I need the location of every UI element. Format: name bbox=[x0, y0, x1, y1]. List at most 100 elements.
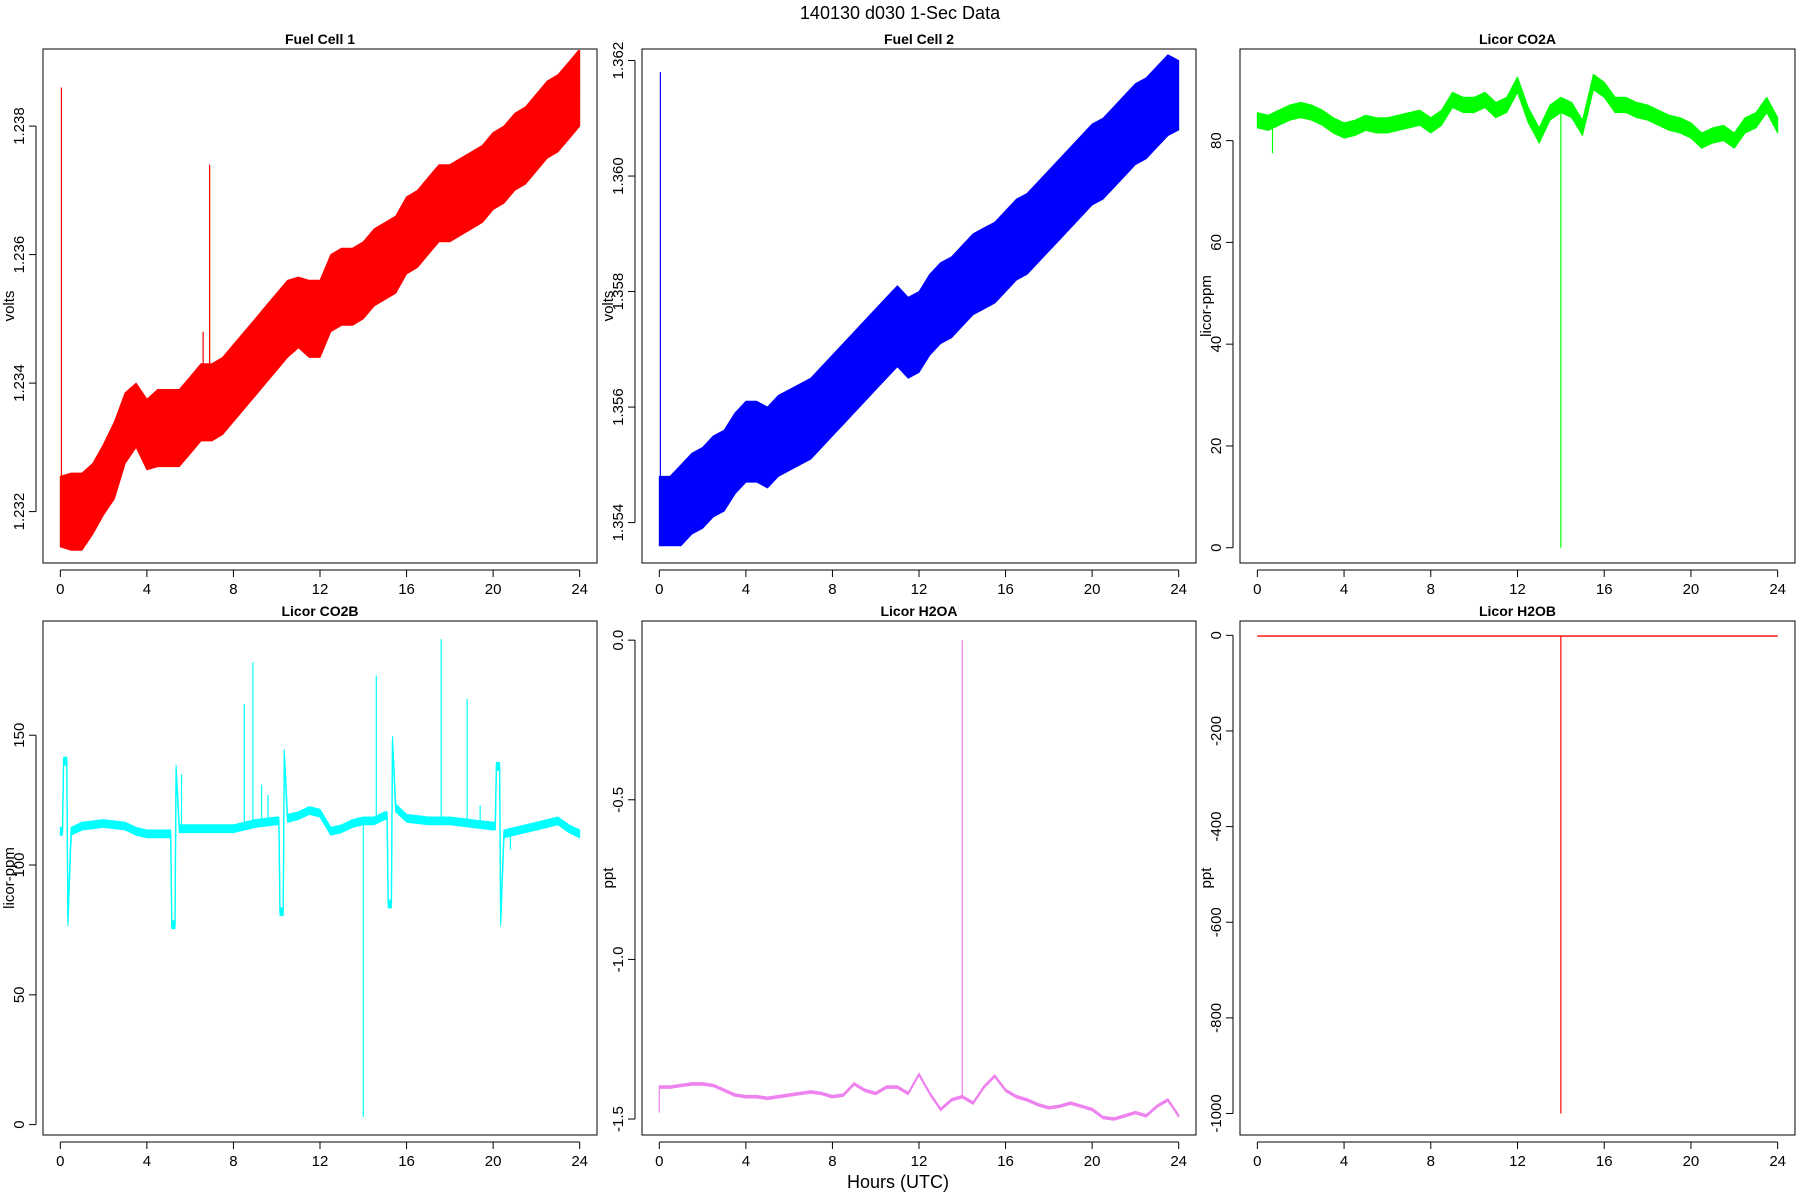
panel-title: Licor CO2A bbox=[1479, 31, 1556, 47]
x-tick-label: 8 bbox=[1427, 1153, 1435, 1170]
x-tick-label: 20 bbox=[485, 581, 502, 598]
series-band bbox=[658, 54, 1180, 547]
chart-panel-4: Licor CO2B licor-ppm 0 4 8 12 16 20 24 0 50 100 150 bbox=[1, 603, 598, 1170]
figure-title: 140130 d030 1-Sec Data bbox=[800, 3, 1001, 23]
y-tick-label: 1.236 bbox=[11, 236, 28, 274]
x-tick-label: 24 bbox=[571, 1153, 588, 1170]
y-tick-label: -600 bbox=[1208, 907, 1225, 937]
x-tick-label: 8 bbox=[828, 1153, 836, 1170]
plot-frame bbox=[641, 48, 1197, 564]
chart-panel-3: Licor CO2A licor-ppm 0 4 8 12 16 20 24 0 20 40 60 80 bbox=[1198, 31, 1796, 598]
x-tick-label: 16 bbox=[997, 581, 1014, 598]
panels: Fuel Cell 1 volts 0 4 8 12 16 20 24 1.232 1.234 1.2… bbox=[1, 31, 1796, 1170]
x-tick-label: 12 bbox=[911, 581, 928, 598]
chart-panel-1: Fuel Cell 1 volts 0 4 8 12 16 20 24 1.232 1.234 1.2… bbox=[1, 31, 598, 598]
x-tick-label: 4 bbox=[1340, 1153, 1348, 1170]
x-tick-label: 12 bbox=[911, 1153, 928, 1170]
plot-area bbox=[1257, 635, 1778, 1114]
x-tick-label: 16 bbox=[1596, 1153, 1613, 1170]
y-tick-label: -400 bbox=[1208, 812, 1225, 842]
x-tick-label: 24 bbox=[571, 581, 588, 598]
y-tick-label: 1.234 bbox=[11, 364, 28, 402]
x-tick-label: 8 bbox=[229, 1153, 237, 1170]
y-tick-label: 50 bbox=[11, 986, 28, 1003]
series-line bbox=[659, 1072, 1180, 1120]
x-tick-label: 20 bbox=[1683, 581, 1700, 598]
y-axis-label: licor-ppm bbox=[1, 847, 18, 909]
series-band bbox=[1256, 73, 1779, 149]
panel-title: Fuel Cell 1 bbox=[285, 31, 355, 47]
y-tick-label: 1.362 bbox=[610, 42, 627, 80]
x-tick-label: 0 bbox=[1253, 581, 1261, 598]
y-tick-label: 80 bbox=[1208, 132, 1225, 149]
y-tick-label: 20 bbox=[1208, 438, 1225, 455]
plot-area bbox=[658, 640, 1180, 1121]
x-tick-label: 8 bbox=[828, 581, 836, 598]
series-band bbox=[59, 50, 581, 551]
series-band bbox=[59, 736, 581, 930]
y-tick-label: 1.360 bbox=[610, 157, 627, 195]
plot-area bbox=[59, 50, 581, 551]
x-tick-label: 4 bbox=[143, 1153, 151, 1170]
x-tick-label: 20 bbox=[485, 1153, 502, 1170]
plot-frame bbox=[1239, 620, 1796, 1136]
y-tick-label: 0 bbox=[1208, 544, 1225, 552]
series-line bbox=[60, 87, 581, 513]
y-tick-label: 1.238 bbox=[11, 107, 28, 145]
plot-frame bbox=[42, 620, 598, 1136]
y-axis-label: licor-ppm bbox=[1198, 275, 1215, 337]
panel-title: Licor H2OB bbox=[1479, 603, 1556, 619]
y-axis-label: ppt bbox=[600, 867, 617, 889]
shared-x-axis-label: Hours (UTC) bbox=[847, 1172, 949, 1192]
x-tick-label: 0 bbox=[56, 1153, 64, 1170]
plot-area bbox=[59, 639, 581, 1117]
x-tick-label: 12 bbox=[1509, 1153, 1526, 1170]
x-tick-label: 8 bbox=[229, 581, 237, 598]
chart-panel-6: Licor H2OB ppt 0 4 8 12 16 20 24 -1000 -800 -600 -40… bbox=[1198, 603, 1796, 1170]
y-tick-label: 1.232 bbox=[11, 493, 28, 531]
y-tick-label: 60 bbox=[1208, 234, 1225, 251]
x-tick-label: 20 bbox=[1084, 1153, 1101, 1170]
y-tick-label: -800 bbox=[1208, 1003, 1225, 1033]
series-line bbox=[659, 94, 1179, 512]
panel-title: Fuel Cell 2 bbox=[884, 31, 954, 47]
y-tick-label: 100 bbox=[11, 853, 28, 878]
x-tick-label: 12 bbox=[312, 581, 329, 598]
x-tick-label: 12 bbox=[312, 1153, 329, 1170]
x-tick-label: 4 bbox=[742, 581, 750, 598]
panel-title: Licor H2OA bbox=[880, 603, 957, 619]
y-tick-label: 0.0 bbox=[610, 630, 627, 651]
x-tick-label: 24 bbox=[1170, 581, 1187, 598]
x-tick-label: 0 bbox=[655, 1153, 663, 1170]
x-tick-label: 16 bbox=[398, 581, 415, 598]
x-tick-label: 16 bbox=[997, 1153, 1014, 1170]
x-tick-label: 24 bbox=[1769, 581, 1786, 598]
x-tick-label: 20 bbox=[1683, 1153, 1700, 1170]
y-tick-label: 1.356 bbox=[610, 388, 627, 426]
plot-area bbox=[658, 54, 1180, 547]
plot-frame bbox=[42, 48, 598, 564]
series-band bbox=[658, 1072, 1180, 1121]
y-tick-label: 0 bbox=[11, 1120, 28, 1128]
y-axis-label: volts bbox=[600, 291, 617, 322]
x-tick-label: 4 bbox=[1340, 581, 1348, 598]
series-line bbox=[1257, 80, 1779, 142]
panel-title: Licor CO2B bbox=[281, 603, 358, 619]
x-tick-label: 24 bbox=[1170, 1153, 1187, 1170]
y-axis-label: ppt bbox=[1198, 867, 1215, 889]
x-tick-label: 4 bbox=[742, 1153, 750, 1170]
x-tick-label: 0 bbox=[1253, 1153, 1261, 1170]
plot-area bbox=[1256, 73, 1779, 548]
y-tick-label: -200 bbox=[1208, 716, 1225, 746]
x-tick-label: 4 bbox=[143, 581, 151, 598]
chart-panel-2: Fuel Cell 2 volts 0 4 8 12 16 20 24 1.354 1.356 1.3… bbox=[600, 31, 1197, 598]
x-tick-label: 0 bbox=[56, 581, 64, 598]
y-axis-label: volts bbox=[1, 291, 18, 322]
y-tick-label: 1.358 bbox=[610, 273, 627, 311]
y-tick-label: 40 bbox=[1208, 336, 1225, 353]
y-tick-label: 150 bbox=[11, 723, 28, 748]
plot-frame bbox=[641, 620, 1197, 1136]
x-tick-label: 16 bbox=[1596, 581, 1613, 598]
y-tick-label: -0.5 bbox=[610, 787, 627, 813]
